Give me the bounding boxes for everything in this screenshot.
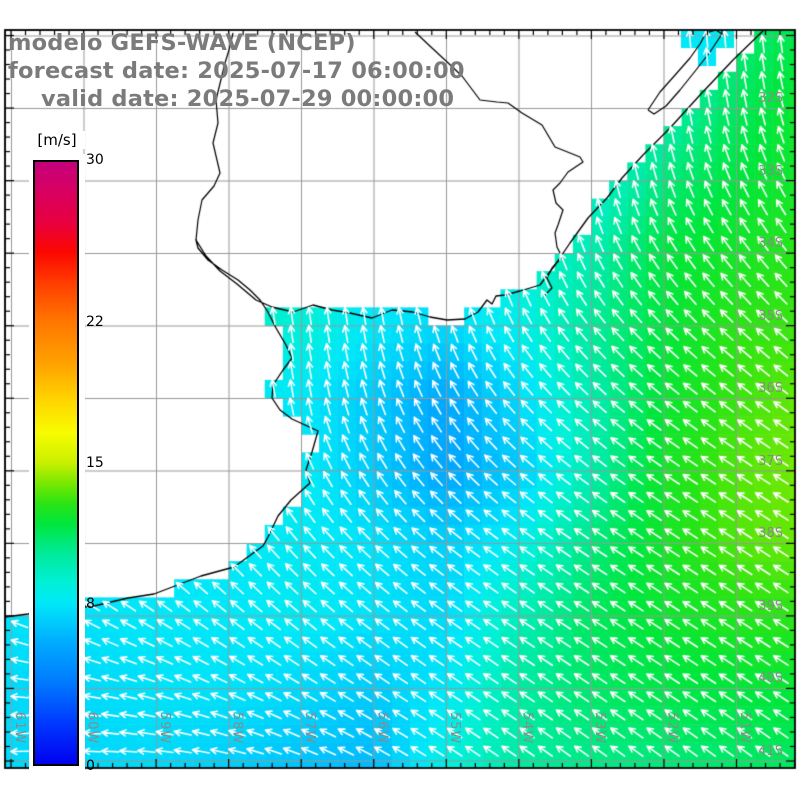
lon-label: 58W xyxy=(229,712,245,745)
forecast-date: forecast date: 2025-07-17 06:00:00 xyxy=(8,58,465,84)
lat-label: 38S xyxy=(758,526,783,541)
lat-label: 33S xyxy=(758,163,783,179)
colorbar-tick-label: 8 xyxy=(86,596,95,613)
lat-label: 39S xyxy=(758,598,783,614)
lon-label: 61W xyxy=(12,712,27,745)
lon-label: 54W xyxy=(519,712,535,745)
lat-label: 35S xyxy=(758,308,783,324)
lon-label: 55W xyxy=(447,712,462,745)
lat-label: 36S xyxy=(758,381,783,396)
title-block: modelo GEFS-WAVE (NCEP) forecast date: 2… xyxy=(8,29,465,113)
colorbar-tick-label: 30 xyxy=(86,152,104,168)
lon-label: 56W xyxy=(374,712,390,745)
colorbar-tick-label: 22 xyxy=(86,313,104,330)
colorbar-unit-label: [m/s] xyxy=(29,131,85,149)
colorbar-gradient xyxy=(33,160,79,766)
lon-label: 57W xyxy=(302,712,317,745)
lat-label: 40S xyxy=(758,671,783,686)
lon-label: 53W xyxy=(592,712,607,745)
lat-label: 37S xyxy=(758,453,783,469)
lon-label: 60W xyxy=(84,712,100,745)
lat-label: 41S xyxy=(758,743,783,759)
lat-label: 34S xyxy=(758,236,783,251)
colorbar-tick-label: 15 xyxy=(86,455,104,471)
lon-label: 59W xyxy=(157,712,172,745)
lon-label: 51W xyxy=(737,712,752,745)
lat-label: 32S xyxy=(758,91,783,106)
colorbar-tick-label: 0 xyxy=(86,758,95,774)
lon-label: 52W xyxy=(664,712,680,745)
valid-date: valid date: 2025-07-29 00:00:00 xyxy=(41,86,455,112)
model-title: modelo GEFS-WAVE (NCEP) xyxy=(8,30,356,56)
